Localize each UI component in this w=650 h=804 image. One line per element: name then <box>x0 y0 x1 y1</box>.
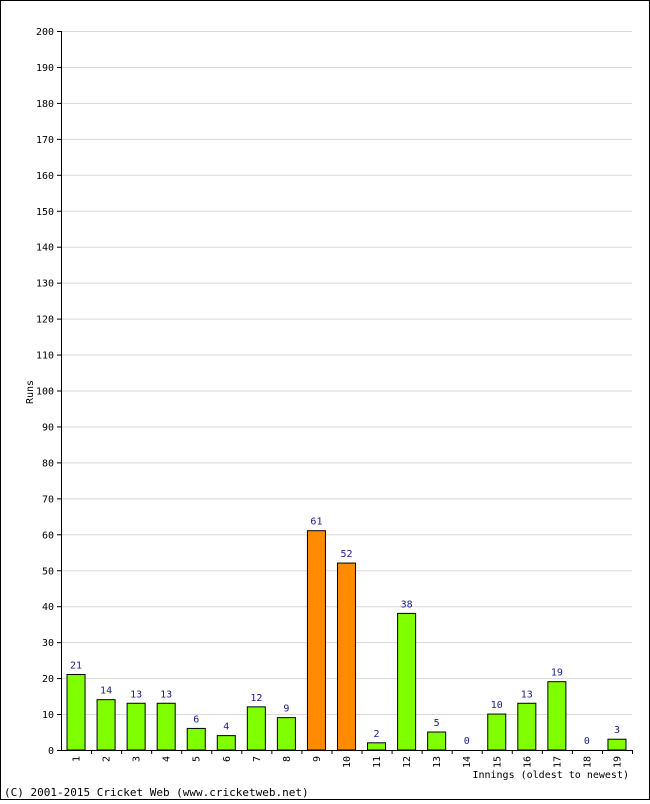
y-tick-label: 90 <box>42 422 54 433</box>
x-tick-label: 7 <box>252 756 263 762</box>
x-tick-label: 14 <box>462 756 473 768</box>
data-label: 10 <box>491 700 503 711</box>
x-tick-label: 2 <box>102 756 113 762</box>
x-tick-label: 15 <box>492 756 503 768</box>
x-tick-label: 11 <box>372 756 383 768</box>
bar <box>547 681 567 751</box>
gridlines <box>61 31 632 716</box>
x-tick-label: 1 <box>72 756 83 762</box>
data-label: 3 <box>614 725 620 736</box>
data-label: 13 <box>521 689 533 700</box>
bars <box>66 530 627 751</box>
data-label: 0 <box>584 736 590 747</box>
y-tick-label: 80 <box>42 458 54 469</box>
bar <box>487 713 507 751</box>
y-tick-label: 160 <box>36 171 54 182</box>
x-tick-label: 8 <box>282 756 293 762</box>
y-tick-label: 140 <box>36 243 54 254</box>
data-label: 14 <box>100 686 112 697</box>
data-label: 21 <box>70 661 82 672</box>
x-tick-label: 5 <box>192 756 203 762</box>
bar <box>66 674 86 751</box>
y-tick-label: 190 <box>36 63 54 74</box>
bar <box>336 562 357 751</box>
bar <box>276 717 296 751</box>
x-tick-label: 16 <box>522 756 533 768</box>
x-tick-label: 4 <box>162 756 173 762</box>
x-tick-label: 17 <box>552 756 563 768</box>
y-tick-label: 40 <box>42 602 54 613</box>
y-tick-label: 150 <box>36 207 54 218</box>
data-label: 6 <box>193 714 199 725</box>
data-label: 13 <box>160 689 172 700</box>
y-tick-label: 70 <box>42 494 54 505</box>
data-label: 61 <box>310 517 322 528</box>
y-tick-label: 120 <box>36 315 54 326</box>
x-tick-label: 10 <box>342 756 353 768</box>
y-tick-label: 110 <box>36 351 54 362</box>
x-tick-label: 18 <box>582 756 593 768</box>
y-tick-label: 30 <box>42 638 54 649</box>
data-label: 19 <box>551 668 563 679</box>
data-label: 0 <box>464 736 470 747</box>
bar <box>216 735 236 751</box>
x-tick-label: 3 <box>132 756 143 762</box>
data-label: 4 <box>223 722 229 733</box>
data-label: 5 <box>434 718 440 729</box>
copyright-notice: (C) 2001-2015 Cricket Web (www.cricketwe… <box>4 786 309 799</box>
x-tick-label: 19 <box>612 756 623 768</box>
bar <box>367 742 387 751</box>
data-labels: 21 14 13 13 6 4 12 9 61 52 2 38 5 0 10 13 19 0 3 <box>70 517 620 747</box>
y-tick-label: 180 <box>36 99 54 110</box>
bar <box>126 702 146 751</box>
data-label: 2 <box>374 729 380 740</box>
x-axis-ticks: 1 2 3 4 5 6 7 8 9 10 11 12 13 14 15 16 17 18 19 <box>72 750 633 768</box>
x-tick-label: 9 <box>312 756 323 762</box>
data-label: 52 <box>340 549 352 560</box>
y-tick-label: 100 <box>36 387 54 398</box>
x-tick-label: 12 <box>402 756 413 768</box>
y-tick-label: 20 <box>42 674 54 685</box>
y-tick-label: 10 <box>42 710 54 721</box>
bar <box>306 530 326 751</box>
x-tick-label: 13 <box>432 756 443 768</box>
y-tick-label: 60 <box>42 530 54 541</box>
bar <box>96 699 116 751</box>
y-tick-label: 200 <box>36 27 54 38</box>
y-tick-label: 170 <box>36 135 54 146</box>
bar <box>517 702 537 751</box>
y-axis-title: Runs <box>25 380 36 404</box>
y-axis-ticks: 0 10 20 30 40 50 60 70 80 90 100 110 120 130 140 150 160… <box>36 27 61 757</box>
y-tick-label: 50 <box>42 566 54 577</box>
bar <box>397 612 417 751</box>
data-label: 13 <box>130 689 142 700</box>
x-axis-title: Innings (oldest to newest) <box>472 770 629 781</box>
bar <box>246 706 266 751</box>
y-tick-label: 130 <box>36 279 54 290</box>
x-tick-label: 6 <box>222 756 233 762</box>
y-tick-label: 0 <box>48 746 54 757</box>
bar <box>427 731 447 751</box>
data-label: 9 <box>283 704 289 715</box>
bar <box>156 702 176 751</box>
data-label: 12 <box>250 693 262 704</box>
data-label: 38 <box>401 599 413 610</box>
bar <box>607 738 627 751</box>
bar <box>186 727 206 751</box>
